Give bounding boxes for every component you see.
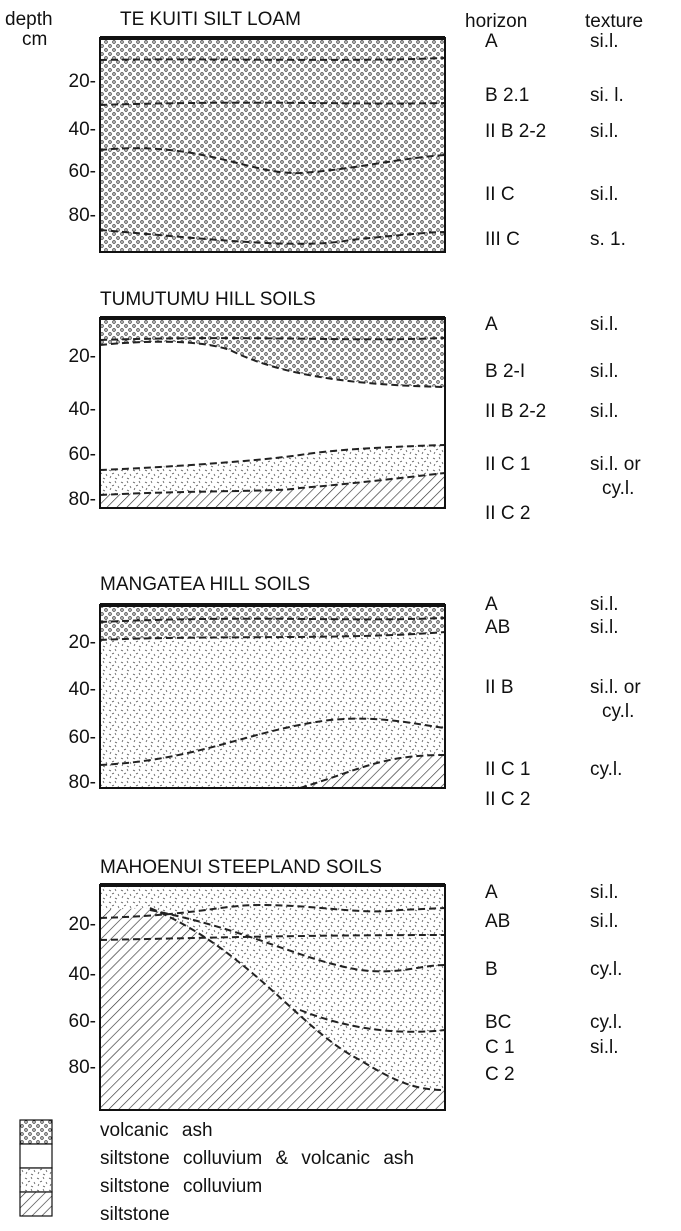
horizon-label: II C 2 (485, 789, 530, 810)
legend-swatch (20, 1144, 52, 1168)
texture-label: si.l. (590, 314, 619, 335)
depth-tick: 60- (69, 727, 96, 748)
depth-tick: 60- (69, 1011, 96, 1032)
texture-label: cy.l. (590, 759, 622, 780)
depth-tick: 40- (69, 399, 96, 420)
legend-label: volcanic ash (100, 1120, 213, 1141)
texture-label: si.l. (590, 184, 619, 205)
horizon-label: III C (485, 229, 520, 250)
texture-label: si.l. (590, 594, 619, 615)
texture-label: si.l. (590, 911, 619, 932)
texture-label: si.l. (590, 1037, 619, 1058)
depth-tick: 20- (69, 346, 96, 367)
horizon-label: BC (485, 1012, 511, 1033)
texture-label: si. l. (590, 85, 624, 106)
depth-tick: 20- (69, 71, 96, 92)
texture-label: cy.l. (602, 701, 634, 722)
horizon-label: B (485, 959, 498, 980)
depth-tick: 40- (69, 679, 96, 700)
horizon-label: II C 1 (485, 454, 530, 475)
texture-label: cy.l. (602, 478, 634, 499)
horizon-label: II C 2 (485, 503, 530, 524)
depth-tick: 80- (69, 772, 96, 793)
horizon-label: A (485, 31, 498, 52)
horizon-label: AB (485, 911, 510, 932)
profile-title: TE KUITI SILT LOAM (120, 9, 301, 30)
horizon-label: C 1 (485, 1037, 515, 1058)
depth-tick: 40- (69, 964, 96, 985)
texture-label: si.l. (590, 121, 619, 142)
soil-profile-figure: depth cm horizon texture TE KUITI SILT L… (0, 0, 681, 1231)
depth-tick: 20- (69, 632, 96, 653)
texture-label: cy.l. (590, 1012, 622, 1033)
texture-label: si.l. (590, 401, 619, 422)
texture-label: si.l. or (590, 677, 641, 698)
legend-swatch (20, 1120, 52, 1144)
horizon-label: AB (485, 617, 510, 638)
depth-tick: 80- (69, 1057, 96, 1078)
depth-label: depth (5, 9, 53, 30)
horizon-label: II C 1 (485, 759, 530, 780)
depth-tick: 80- (69, 489, 96, 510)
horizon-label: A (485, 314, 498, 335)
texture-label: si.l. (590, 617, 619, 638)
depth-tick: 40- (69, 119, 96, 140)
depth-tick: 60- (69, 161, 96, 182)
texture-label: si.l. (590, 882, 619, 903)
layer (100, 38, 445, 252)
profile-title: MANGATEA HILL SOILS (100, 574, 310, 595)
horizon-label: II B 2-2 (485, 401, 546, 422)
horizon-label: II C (485, 184, 515, 205)
horizon-label: B 2.1 (485, 85, 529, 106)
texture-label: si.l. (590, 361, 619, 382)
legend-label: siltstone (100, 1204, 170, 1225)
horizon-label: A (485, 594, 498, 615)
horizon-label: B 2-I (485, 361, 525, 382)
texture-label: cy.l. (590, 959, 622, 980)
horizon-label: II B 2-2 (485, 121, 546, 142)
texture-header: texture (585, 11, 643, 32)
horizon-label: C 2 (485, 1064, 515, 1085)
legend-swatch (20, 1192, 52, 1216)
depth-tick: 20- (69, 914, 96, 935)
profile-title: TUMUTUMU HILL SOILS (100, 289, 316, 310)
depth-tick: 60- (69, 444, 96, 465)
horizon-header: horizon (465, 11, 527, 32)
horizon-label: II B (485, 677, 514, 698)
legend-swatch (20, 1168, 52, 1192)
texture-label: si.l. or (590, 454, 641, 475)
legend-label: siltstone colluvium (100, 1176, 262, 1197)
depth-tick: 80- (69, 205, 96, 226)
texture-label: s. 1. (590, 229, 626, 250)
horizon-label: A (485, 882, 498, 903)
cm-label: cm (22, 29, 47, 50)
profile-title: MAHOENUI STEEPLAND SOILS (100, 857, 382, 878)
texture-label: si.l. (590, 31, 619, 52)
legend-label: siltstone colluvium & volcanic ash (100, 1148, 414, 1169)
